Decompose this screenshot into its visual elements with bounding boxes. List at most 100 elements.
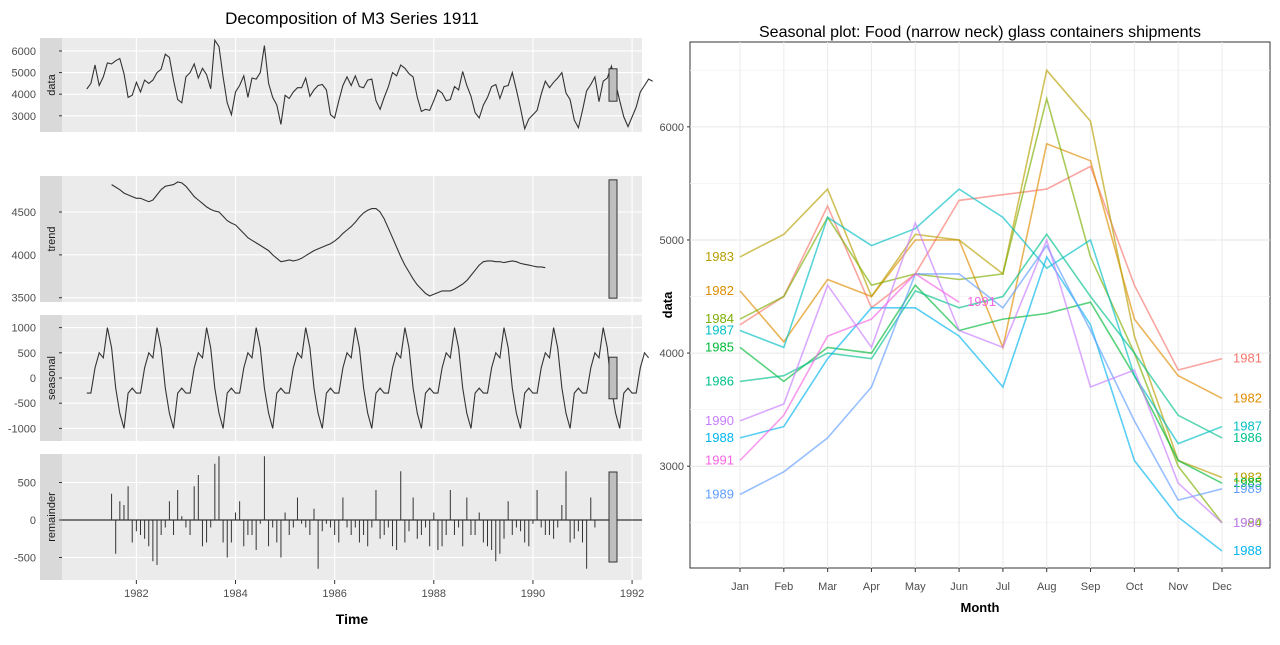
panel-background [62, 454, 642, 580]
y-tick-label: -1000 [8, 423, 36, 435]
y-tick-label: -500 [14, 553, 36, 565]
x-tick-label: 1992 [620, 588, 644, 600]
x-tick-label: May [905, 581, 926, 593]
x-axis-title: Month [961, 600, 1000, 615]
x-tick-label: Apr [863, 581, 880, 593]
x-tick-label: 1986 [322, 588, 346, 600]
y-tick-label: 4000 [660, 348, 684, 360]
x-axis-title: Time [336, 611, 369, 627]
y-tick-label: 1000 [12, 323, 36, 335]
x-tick-label: 1990 [521, 588, 545, 600]
series-line [739, 232, 1223, 439]
x-tick-label: Jul [996, 581, 1010, 593]
series-line [739, 255, 1223, 552]
range-bar [608, 179, 618, 299]
series-label-left: 1983 [705, 249, 734, 264]
series-line [739, 142, 1223, 400]
series-1991: 1991 1991 [705, 272, 996, 468]
y-tick-label: 6000 [12, 46, 36, 58]
range-bar [608, 68, 618, 102]
series-line-seasonal [86, 327, 650, 429]
y-tick-label: 3000 [12, 111, 36, 123]
series-line [739, 272, 960, 462]
range-bar [608, 356, 618, 400]
series-label-left: 1984 [705, 311, 734, 326]
seasonal-title: Seasonal plot: Food (narrow neck) glass … [759, 24, 1201, 41]
series-label-left: 1988 [705, 430, 734, 445]
series-label-right: 1983 [1233, 470, 1262, 485]
series-line-trend [111, 181, 546, 297]
panel-strip-label: data [46, 73, 58, 95]
series-label-right: 1991 [967, 294, 996, 309]
seasonal-chart: Seasonal plot: Food (narrow neck) glass … [660, 24, 1271, 615]
series-line [739, 95, 1223, 524]
series-1990: 1990 1990 [705, 220, 1262, 530]
series-label-right: 1989 [1233, 481, 1262, 496]
series-line [739, 220, 1223, 524]
x-tick-label: 1982 [124, 588, 148, 600]
series-1982: 1982 1982 [705, 142, 1262, 405]
series-label-left: 1987 [705, 322, 734, 337]
series-label-right: 1986 [1233, 430, 1262, 445]
y-tick-label: 500 [18, 348, 36, 360]
decomposition-title: Decomposition of M3 Series 1911 [225, 9, 479, 28]
x-tick-label: 1984 [223, 588, 247, 600]
y-tick-label: 5000 [660, 235, 684, 247]
y-axis-title: data [660, 291, 675, 319]
x-tick-label: Jun [950, 581, 968, 593]
panel-seasonal: seasonal 1000 500 0 -500 -1000 [8, 315, 650, 441]
series-1981: 1981 [739, 165, 1262, 371]
panel-strip-label: trend [46, 226, 58, 251]
series-label-left: 1991 [705, 453, 734, 468]
panel-strip [40, 454, 62, 580]
y-tick-label: 0 [30, 515, 36, 527]
panel-data: data 3000 4000 5000 6000 [12, 38, 653, 132]
series-label-right: 1981 [1233, 351, 1262, 366]
series-1983: 1983 1983 [705, 68, 1262, 485]
x-tick-label: Oct [1126, 581, 1143, 593]
x-tick-label: Aug [1037, 581, 1057, 593]
series-label-right: 1985 [1233, 475, 1262, 490]
x-tick-label: Nov [1168, 581, 1188, 593]
series-label-left: 1990 [705, 413, 734, 428]
series-label-right: 1987 [1233, 419, 1262, 434]
x-tick-label: Sep [1081, 581, 1101, 593]
y-tick-label: 4500 [12, 207, 36, 219]
series-label-right: 1990 [1233, 515, 1262, 530]
decomposition-chart: Decomposition of M3 Series 1911 data 3000 4… [8, 9, 653, 627]
series-label-right: 1982 [1233, 390, 1262, 405]
series-label-right: 1988 [1233, 543, 1262, 558]
y-tick-label: 6000 [660, 122, 684, 134]
y-tick-label: 5000 [12, 68, 36, 80]
x-tick-label: Mar [818, 581, 837, 593]
panel-strip-label: remainder [46, 492, 58, 542]
panel-remainder: remainder 500 0 -500 [14, 454, 642, 580]
series-line-data [86, 38, 653, 131]
x-tick-label: Dec [1212, 581, 1232, 593]
x-tick-label: Feb [774, 581, 793, 593]
panel-trend: trend 3500 4000 4500 [12, 176, 642, 305]
y-tick-label: 4000 [12, 89, 36, 101]
y-tick-label: 4000 [12, 250, 36, 262]
series-line [739, 244, 1223, 502]
series-label-right: 1984 [1233, 515, 1262, 530]
series-1986: 1986 1986 [705, 232, 1262, 445]
y-tick-label: 3000 [660, 461, 684, 473]
y-tick-label: 0 [30, 373, 36, 385]
panel-strip [40, 38, 62, 132]
panel-background [62, 176, 642, 302]
series-label-left: 1982 [705, 283, 734, 298]
series-label-left: 1985 [705, 339, 734, 354]
series-line [739, 68, 1223, 479]
panel-strip [40, 315, 62, 441]
series-label-left: 1989 [705, 486, 734, 501]
plot-panel [689, 41, 1271, 569]
series-line [739, 165, 1223, 371]
y-tick-label: -500 [14, 398, 36, 410]
panel-strip [40, 176, 62, 302]
x-tick-label: 1988 [422, 588, 446, 600]
y-tick-label: 500 [18, 478, 36, 490]
panel-strip-label: seasonal [46, 356, 58, 400]
